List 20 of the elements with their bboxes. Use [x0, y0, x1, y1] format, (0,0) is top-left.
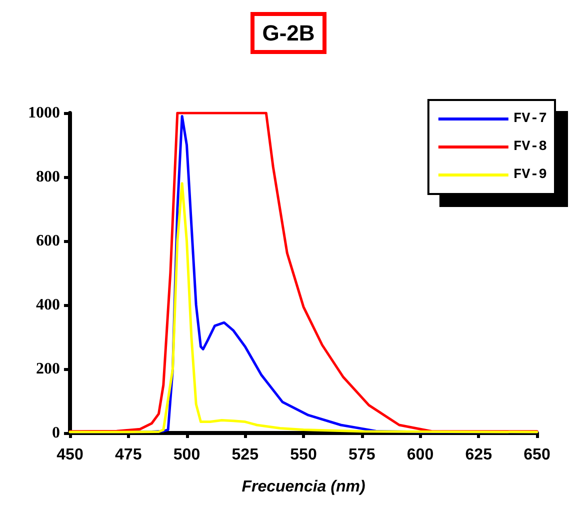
y-tick-label: 400 — [36, 296, 60, 314]
y-tick-label: 800 — [36, 168, 60, 186]
x-tick-label: 475 — [115, 446, 142, 464]
y-tick-label: 0 — [52, 424, 60, 442]
x-tick-label: 500 — [173, 446, 200, 464]
y-tick-label: 200 — [36, 360, 60, 378]
x-axis-title: Frecuencia (nm) — [242, 478, 366, 496]
legend-label: FV-7 — [513, 111, 548, 127]
x-tick-label: 450 — [56, 446, 84, 464]
x-tick-label: 575 — [348, 446, 376, 464]
x-tick-label: 525 — [232, 446, 259, 464]
y-tick-label: 1000 — [28, 104, 60, 122]
x-tick-label: 650 — [524, 446, 550, 464]
x-tick-label: 550 — [290, 446, 317, 464]
y-tick-label: 600 — [36, 232, 60, 250]
legend-label: FV-9 — [513, 167, 548, 183]
chart-title: G-2B — [262, 20, 315, 46]
x-tick-label: 600 — [406, 446, 434, 464]
legend-label: FV-8 — [513, 139, 548, 155]
x-tick-label: 625 — [465, 446, 492, 464]
